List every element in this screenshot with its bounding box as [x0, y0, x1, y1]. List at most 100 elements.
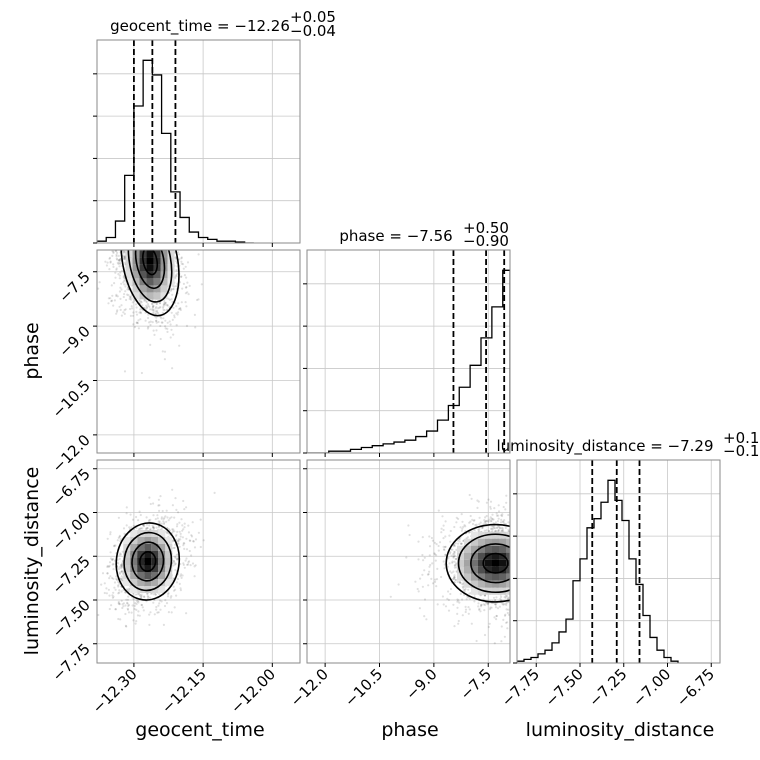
sample-point	[462, 586, 465, 590]
sample-point	[174, 588, 177, 591]
xlabel-geocent-time: geocent_time	[135, 719, 264, 741]
sample-point	[497, 517, 500, 520]
sample-point	[458, 581, 461, 584]
sample-point	[182, 562, 185, 565]
sample-point	[495, 596, 498, 599]
sample-point	[165, 602, 169, 605]
sample-point	[407, 524, 410, 527]
sample-point	[185, 286, 188, 289]
sample-point	[506, 601, 509, 604]
sample-point	[139, 513, 142, 517]
sample-point	[116, 261, 119, 264]
sample-point	[447, 590, 450, 593]
sample-point	[119, 538, 122, 541]
sample-point	[111, 254, 114, 257]
sample-point	[191, 521, 194, 524]
sample-point	[456, 580, 459, 584]
sample-point	[431, 582, 435, 585]
sample-point	[155, 302, 158, 306]
sample-point	[164, 303, 167, 306]
sample-point	[462, 540, 465, 543]
sample-point	[428, 570, 431, 573]
sample-point	[131, 518, 135, 521]
sample-point	[165, 530, 168, 534]
sample-point	[491, 513, 494, 516]
sample-point	[110, 604, 113, 607]
sample-point	[118, 258, 121, 262]
sample-point	[115, 312, 118, 315]
sample-point	[131, 301, 134, 304]
histogram-geocent_time	[97, 59, 254, 243]
density-cell	[158, 530, 166, 537]
sample-point	[149, 596, 152, 599]
sample-point	[457, 599, 460, 602]
density-cell	[144, 537, 152, 544]
sample-point	[155, 302, 158, 305]
density-cell	[154, 236, 161, 243]
sample-point	[151, 309, 155, 312]
sample-point	[507, 597, 510, 600]
sample-point	[453, 576, 456, 579]
density-cell	[144, 558, 152, 565]
sample-point	[178, 545, 181, 548]
density-cell	[126, 236, 133, 243]
sample-point	[123, 256, 126, 259]
sample-point	[153, 333, 156, 336]
density-cell	[153, 250, 161, 251]
sample-point	[183, 542, 186, 545]
sample-point	[173, 561, 176, 564]
sample-point	[440, 531, 443, 534]
sample-point	[423, 598, 427, 601]
sample-point	[174, 534, 178, 538]
sample-point	[507, 613, 510, 616]
sample-point	[428, 565, 431, 568]
sample-point	[493, 526, 496, 529]
sample-point	[476, 506, 479, 509]
sample-point	[111, 558, 114, 562]
sample-point	[152, 601, 155, 604]
sample-point	[119, 552, 122, 555]
sample-point	[473, 600, 476, 603]
sample-point	[113, 545, 116, 548]
sample-point	[134, 622, 137, 625]
sample-point	[172, 530, 175, 533]
sample-point	[138, 593, 141, 596]
sample-point	[175, 305, 178, 308]
sample-point	[460, 542, 463, 545]
density-cell	[153, 271, 161, 279]
grid-0-0	[97, 40, 300, 243]
sample-point	[116, 295, 119, 298]
sample-point	[173, 546, 176, 549]
density-cell	[132, 278, 140, 286]
sample-point	[140, 603, 143, 607]
sample-point	[119, 286, 122, 289]
sample-point	[112, 568, 115, 571]
axes-frame-2-2	[516, 459, 721, 664]
sample-point	[481, 526, 484, 530]
sample-point	[185, 548, 189, 551]
sample-point	[119, 618, 122, 621]
sample-point	[168, 298, 171, 301]
sample-point	[442, 528, 445, 532]
sample-point	[174, 556, 177, 559]
sample-point	[483, 519, 486, 522]
sample-point	[105, 592, 108, 595]
contour-level-2	[123, 531, 173, 592]
sample-point	[449, 587, 453, 591]
sample-point	[155, 319, 158, 322]
sample-point	[132, 619, 135, 622]
sample-point	[178, 253, 181, 256]
sample-point	[504, 613, 507, 616]
sample-point	[453, 576, 456, 579]
sample-point	[117, 584, 120, 587]
sample-point	[446, 565, 449, 568]
density-cell	[499, 538, 506, 546]
sample-point	[421, 585, 424, 588]
axes-frame-1-1	[306, 249, 511, 454]
sample-point	[495, 514, 499, 517]
sample-point	[119, 578, 123, 581]
density-cell	[144, 544, 152, 551]
sample-point	[502, 603, 505, 606]
sample-point	[182, 542, 185, 545]
sample-point	[464, 588, 467, 591]
